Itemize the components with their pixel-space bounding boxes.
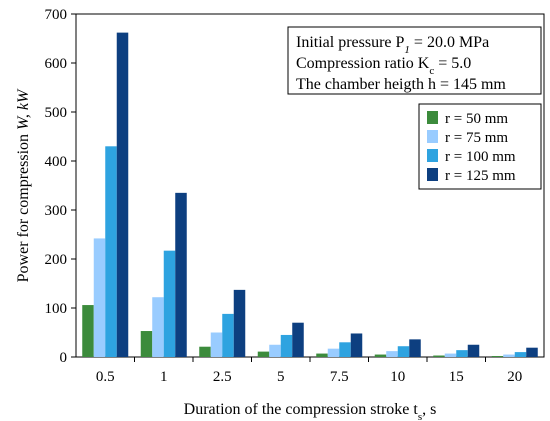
legend: r = 50 mm r = 75 mm r = 100 mm r = 125 mm (418, 103, 542, 190)
legend-swatch (427, 111, 438, 124)
info-line-compression-ratio: Compression ratio Kc = 5.0 (296, 55, 471, 77)
bar (116, 32, 129, 358)
x-axis-label: Duration of the compression stroke ts, s (184, 401, 437, 421)
bar (199, 346, 211, 357)
legend-swatch (427, 168, 438, 181)
legend-swatch (427, 149, 438, 162)
x-tick-label: 15 (449, 369, 464, 385)
bar (82, 305, 94, 357)
bar (280, 334, 293, 357)
bar (467, 344, 480, 357)
x-axis-ticks: 0.5 1 2.5 5 7.5 10 15 20 (96, 357, 522, 385)
bar (292, 322, 304, 357)
bar (491, 356, 504, 357)
bar (93, 238, 106, 357)
y-tick-label: 500 (45, 105, 68, 121)
bar (316, 353, 328, 357)
bar (503, 354, 515, 357)
info-box: Initial pressure P1 = 20.0 MPa Compressi… (287, 26, 542, 95)
bar (140, 331, 153, 357)
x-tick-label: 1 (160, 369, 168, 385)
legend-entry: r = 50 mm (445, 111, 508, 127)
y-tick-label: 200 (45, 252, 68, 268)
x-tick-label: 5 (277, 369, 285, 385)
legend-frame (418, 103, 542, 190)
bar (152, 297, 164, 357)
bar (526, 347, 538, 357)
bar (163, 250, 176, 357)
legend-entry: r = 75 mm (445, 130, 508, 146)
bar (257, 351, 270, 357)
bar (456, 350, 468, 357)
bar (409, 339, 421, 357)
info-line-chamber-height: The chamber heigth h = 145 mm (296, 76, 506, 93)
x-tick-label: 7.5 (330, 369, 349, 385)
bar (175, 192, 187, 357)
x-tick-label: 20 (507, 369, 522, 385)
y-tick-label: 400 (45, 154, 68, 170)
bar (444, 353, 457, 357)
x-tick-label: 2.5 (213, 369, 232, 385)
bar (350, 333, 363, 357)
bar (397, 346, 410, 357)
y-tick-label: 100 (45, 301, 68, 317)
bar (233, 289, 246, 357)
bar (210, 332, 223, 357)
info-box-frame (287, 26, 542, 95)
bar (386, 351, 398, 357)
legend-entry: r = 100 mm (445, 149, 516, 165)
y-axis-label: Power for compression W, kW (15, 88, 32, 282)
bar (327, 348, 340, 357)
legend-entry: r = 125 mm (445, 168, 516, 184)
bar (433, 355, 445, 357)
x-tick-label: 10 (390, 369, 405, 385)
y-tick-label: 600 (45, 56, 68, 72)
bar (269, 344, 281, 357)
bar (105, 146, 117, 357)
y-tick-label: 300 (45, 203, 68, 219)
legend-swatch (427, 130, 438, 143)
y-tick-label: 700 (45, 7, 68, 23)
info-line-pressure: Initial pressure P1 = 20.0 MPa (296, 34, 489, 56)
bar (374, 354, 387, 357)
bar (514, 352, 527, 357)
bar (222, 313, 234, 357)
bars-group (82, 32, 538, 358)
x-tick-label: 0.5 (96, 369, 115, 385)
y-axis-ticks: 0 100 200 300 400 500 600 700 (45, 7, 76, 366)
bar (339, 342, 351, 357)
y-tick-label: 0 (60, 350, 68, 366)
